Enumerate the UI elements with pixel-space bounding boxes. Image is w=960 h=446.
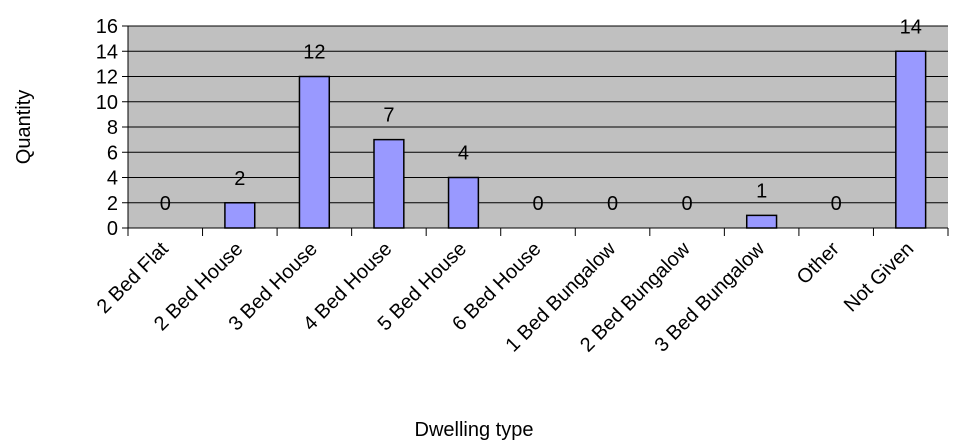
data-label: 0 — [831, 193, 842, 215]
data-label: 0 — [682, 193, 693, 215]
y-tick-label: 0 — [107, 218, 118, 240]
y-tick-label: 6 — [107, 142, 118, 164]
bar — [745, 214, 778, 229]
x-tick-label: Not Given — [840, 238, 918, 316]
bars — [224, 50, 927, 229]
y-tick-label: 12 — [96, 67, 118, 89]
y-tick-label: 16 — [96, 16, 118, 38]
y-tick-label: 2 — [107, 193, 118, 215]
x-tick-label: 2 Bed Flat — [93, 238, 173, 318]
data-label: 4 — [458, 143, 469, 165]
data-label: 2 — [234, 168, 245, 190]
y-axis-title: Quantity — [13, 90, 35, 164]
data-label: 7 — [383, 105, 394, 127]
x-tick-label: Other — [793, 238, 844, 289]
bar — [373, 138, 405, 229]
bar — [447, 176, 480, 229]
data-label: 0 — [607, 193, 618, 215]
axes — [122, 25, 949, 236]
data-label: 1 — [756, 180, 767, 202]
data-label: 12 — [303, 42, 325, 64]
y-tick-label: 10 — [96, 92, 118, 114]
bar — [298, 75, 331, 229]
x-axis-title: Dwelling type — [415, 419, 534, 441]
bar — [224, 202, 256, 229]
y-tick-label: 14 — [96, 41, 118, 63]
y-tick-label: 4 — [107, 168, 118, 190]
bar — [895, 50, 927, 229]
data-label: 0 — [532, 193, 543, 215]
data-label: 0 — [160, 193, 171, 215]
y-tick-label: 8 — [107, 117, 118, 139]
data-label: 14 — [900, 16, 922, 38]
